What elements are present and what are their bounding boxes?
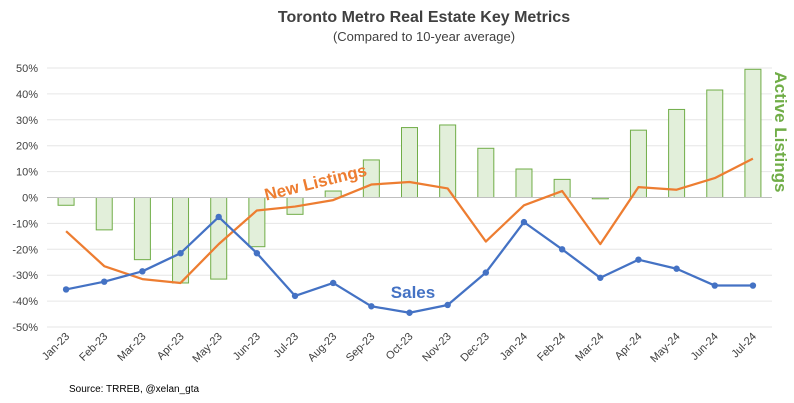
sales-point (673, 265, 680, 272)
x-tick-label: Nov-23 (420, 331, 454, 365)
sales-point (253, 249, 261, 257)
x-tick-label: Feb-23 (77, 331, 110, 364)
source-note: Source: TRREB, @xelan_gta (69, 384, 199, 395)
active-listings-bar (401, 127, 418, 198)
chart-title: Toronto Metro Real Estate Key Metrics (278, 9, 570, 26)
sales-point (444, 301, 451, 309)
x-tick-label: Aug-23 (306, 331, 340, 365)
x-axis: Jan-23 Feb-23 Mar-23 Apr-23 May-23 Jun-23 Jul-… (40, 331, 759, 365)
active-listings-bars (57, 68, 762, 284)
sales-point (368, 303, 375, 310)
sales-point (291, 292, 299, 300)
sales-point (62, 286, 70, 293)
x-tick-label: Feb-24 (535, 331, 568, 364)
active-listings-bar (477, 147, 495, 198)
sales-point (215, 213, 222, 221)
active-listings-bar (172, 197, 190, 284)
sales-point (482, 269, 490, 276)
y-tick-label: -30% (12, 270, 38, 282)
sales-point (558, 246, 566, 253)
y-tick-label: -50% (12, 322, 38, 334)
x-tick-label: Mar-24 (573, 331, 606, 364)
x-tick-label: Jan-24 (498, 331, 530, 363)
active-listings-label: Active Listings (771, 72, 790, 193)
active-listings-bar (515, 168, 533, 198)
x-tick-label: Apr-24 (613, 331, 645, 363)
sales-point (329, 279, 337, 287)
y-tick-label: 50% (16, 63, 38, 75)
sales-point (177, 249, 184, 257)
sales-point (749, 282, 757, 289)
x-tick-label: Jul-23 (271, 331, 301, 361)
sales-point (711, 282, 718, 289)
y-tick-label: -20% (12, 244, 38, 256)
y-tick-label: 0% (22, 193, 38, 205)
sales-point (139, 268, 146, 275)
x-tick-label: Jul-24 (729, 331, 759, 361)
x-tick-label: Jan-23 (40, 331, 72, 363)
y-tick-label: 40% (16, 89, 38, 101)
sales-label: Sales (391, 283, 435, 302)
active-listings-bar (133, 197, 151, 261)
x-tick-label: Jun-23 (231, 331, 263, 363)
x-tick-label: Oct-23 (384, 331, 416, 363)
y-tick-label: 10% (16, 167, 38, 179)
series-lines (62, 157, 757, 316)
sales-point (635, 256, 642, 263)
sales-point (406, 309, 413, 316)
x-tick-label: May-24 (648, 331, 682, 365)
active-listings-bar (668, 108, 686, 198)
active-listings-bar (324, 190, 342, 198)
active-listings-bar (553, 178, 571, 198)
x-tick-label: Apr-23 (155, 331, 187, 363)
x-tick-label: Dec-23 (458, 331, 492, 365)
active-listings-bar (706, 89, 724, 198)
y-tick-label: -10% (12, 218, 38, 230)
sales-point (520, 218, 528, 226)
active-listings-bar (57, 197, 75, 206)
x-tick-label: May-23 (190, 331, 224, 365)
x-tick-label: Sep-23 (344, 331, 378, 365)
sales-point (597, 274, 604, 281)
y-tick-label: 20% (16, 141, 38, 153)
new-listings-line (65, 157, 754, 285)
x-tick-label: Mar-23 (115, 331, 148, 364)
chart-subtitle: (Compared to 10-year average) (333, 29, 515, 44)
active-listings-bar (95, 197, 113, 231)
active-listings-bar (248, 197, 266, 248)
active-listings-bar (744, 68, 762, 198)
y-axis: -50% -40% -30% -20% -10% 0% 10% 20% 30% 40% 50% (12, 63, 38, 334)
x-tick-label: Jun-24 (689, 331, 721, 363)
y-tick-label: 30% (16, 115, 38, 127)
sales-point (101, 278, 108, 285)
y-tick-label: -40% (12, 296, 38, 308)
